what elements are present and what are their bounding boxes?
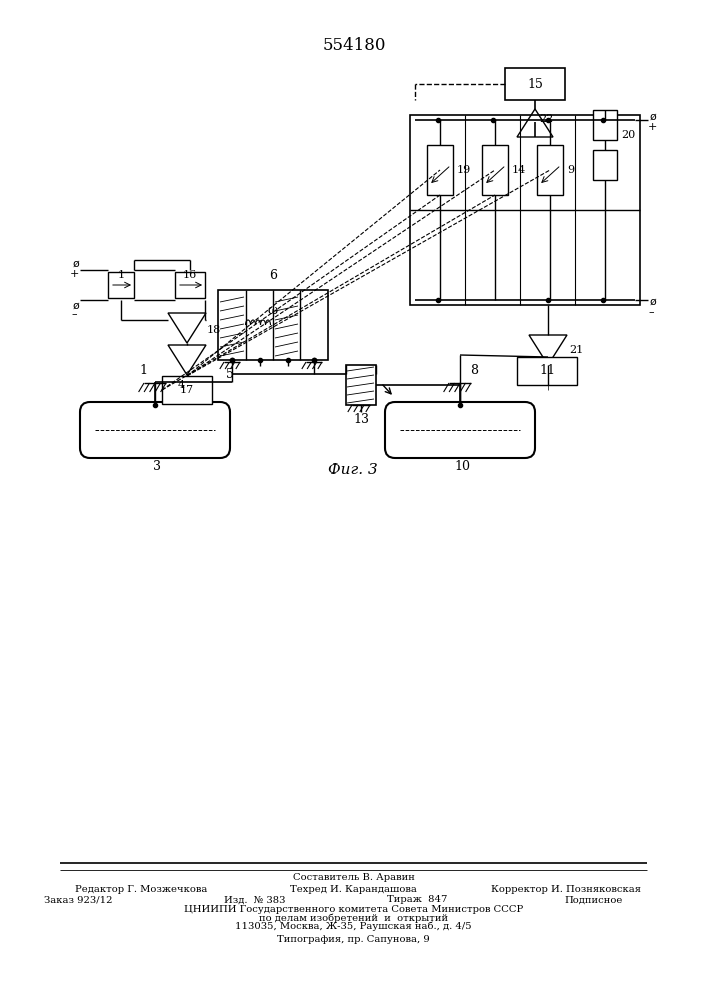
Text: 13: 13 bbox=[353, 413, 369, 426]
Text: ø: ø bbox=[73, 301, 79, 311]
Text: 113035, Москва, Ж-35, Раушская наб., д. 4/5: 113035, Москва, Ж-35, Раушская наб., д. … bbox=[235, 921, 472, 931]
Text: ø: ø bbox=[650, 297, 657, 307]
Bar bbox=[108, 272, 134, 298]
Text: 1: 1 bbox=[139, 363, 147, 376]
Text: 4: 4 bbox=[177, 380, 185, 390]
Text: 8: 8 bbox=[470, 363, 478, 376]
Text: 11: 11 bbox=[539, 364, 555, 377]
Text: 10: 10 bbox=[454, 460, 470, 473]
Text: 17: 17 bbox=[180, 385, 194, 395]
Text: +: + bbox=[69, 269, 78, 279]
Text: Составитель В. Аравин: Составитель В. Аравин bbox=[293, 874, 414, 882]
Text: Подписное: Подписное bbox=[565, 896, 623, 904]
Text: ø: ø bbox=[73, 259, 79, 269]
Text: Изд.  № 383: Изд. № 383 bbox=[224, 896, 285, 904]
Bar bbox=[175, 272, 205, 298]
Text: 15: 15 bbox=[527, 78, 543, 91]
Text: 6: 6 bbox=[269, 269, 277, 282]
Text: Типография, пр. Сапунова, 9: Типография, пр. Сапунова, 9 bbox=[277, 936, 430, 944]
Text: Корректор И. Позняковская: Корректор И. Позняковская bbox=[491, 884, 641, 894]
Bar bbox=[410, 115, 640, 305]
Text: 18: 18 bbox=[207, 325, 221, 335]
Text: Фиг. 3: Фиг. 3 bbox=[328, 463, 378, 477]
Text: 5: 5 bbox=[226, 368, 234, 381]
Bar bbox=[218, 290, 328, 360]
Text: ω: ω bbox=[268, 304, 278, 318]
Bar bbox=[593, 150, 617, 180]
Text: +: + bbox=[648, 122, 658, 132]
Text: Редактор Г. Мозжечкова: Редактор Г. Мозжечкова bbox=[75, 884, 208, 894]
Bar bbox=[593, 110, 617, 140]
Text: 19: 19 bbox=[457, 165, 472, 175]
Text: 16: 16 bbox=[183, 270, 197, 280]
Text: –: – bbox=[648, 307, 654, 317]
Bar bbox=[517, 357, 577, 385]
Text: 554180: 554180 bbox=[322, 36, 386, 53]
Text: 14: 14 bbox=[512, 165, 526, 175]
Text: Тираж  847: Тираж 847 bbox=[387, 896, 448, 904]
Bar bbox=[346, 365, 376, 405]
Text: 22: 22 bbox=[539, 114, 554, 124]
Bar bbox=[505, 68, 565, 100]
Text: 9: 9 bbox=[567, 165, 574, 175]
Text: 21: 21 bbox=[569, 345, 583, 355]
Bar bbox=[537, 145, 563, 195]
Text: ø: ø bbox=[650, 112, 657, 122]
Text: Заказ 923/12: Заказ 923/12 bbox=[44, 896, 112, 904]
Text: по делам изобретений  и  открытий: по делам изобретений и открытий bbox=[259, 913, 448, 923]
Text: 1: 1 bbox=[117, 270, 124, 280]
Text: Техред И. Карандашова: Техред И. Карандашова bbox=[290, 884, 417, 894]
Text: 3: 3 bbox=[153, 460, 161, 473]
Bar bbox=[427, 145, 453, 195]
Bar bbox=[482, 145, 508, 195]
Bar bbox=[162, 376, 212, 404]
FancyBboxPatch shape bbox=[385, 402, 535, 458]
Text: –: – bbox=[71, 309, 77, 319]
Text: ЦНИИПИ Государственного комитета Совета Министров СССР: ЦНИИПИ Государственного комитета Совета … bbox=[184, 906, 523, 914]
FancyBboxPatch shape bbox=[80, 402, 230, 458]
Text: 20: 20 bbox=[621, 130, 636, 140]
